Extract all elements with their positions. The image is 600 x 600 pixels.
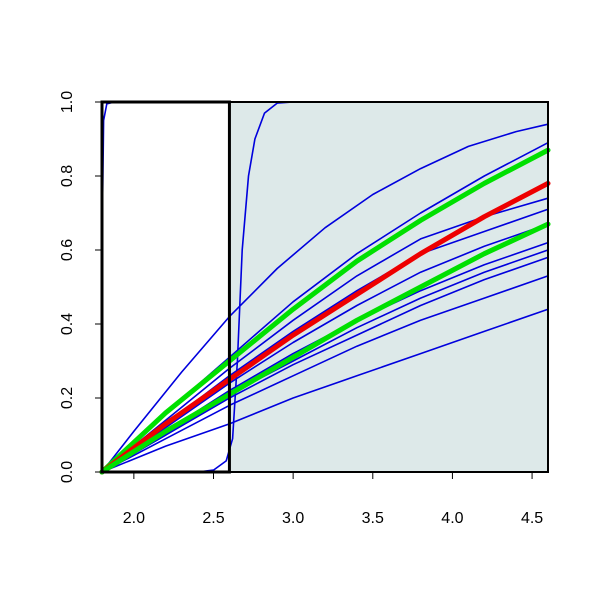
- series-line-1: [101, 101, 549, 473]
- y-tick-4: 0.8: [59, 165, 102, 187]
- y-tick-2: 0.4: [59, 313, 102, 335]
- y-tick-label: 0.4: [59, 313, 76, 335]
- x-tick-label: 4.5: [521, 510, 543, 527]
- x-tick-4: 4.0: [441, 472, 464, 527]
- y-tick-label: 0.8: [59, 165, 76, 187]
- x-tick-5: 4.5: [521, 472, 543, 527]
- x-tick-label: 3.5: [362, 510, 384, 527]
- x-tick-label: 2.5: [202, 510, 224, 527]
- series-line-6: [101, 223, 549, 473]
- y-tick-label: 0.2: [59, 387, 76, 409]
- x-tick-1: 2.5: [202, 472, 225, 527]
- y-tick-label: 0.0: [59, 461, 76, 483]
- x-tick-2: 3.0: [282, 472, 304, 527]
- y-tick-0: 0.0: [59, 461, 102, 483]
- x-tick-label: 3.0: [282, 510, 304, 527]
- series-line-12: [99, 147, 551, 475]
- x-tick-label: 2.0: [123, 510, 145, 527]
- x-tick-3: 3.5: [362, 472, 384, 527]
- y-tick-1: 0.2: [59, 387, 102, 409]
- x-tick-0: 2.0: [123, 472, 145, 527]
- series-line-11: [101, 308, 549, 473]
- y-axis: 0.0 0.2 0.4 0.6 0.8 1.0: [59, 91, 103, 483]
- y-tick-3: 0.6: [59, 239, 102, 261]
- x-axis: 2.0 2.5 3.0 3.5 4.0 4.5: [123, 471, 543, 527]
- series-line-10: [101, 275, 549, 473]
- series-layer: [99, 101, 551, 475]
- y-tick-5: 1.0: [59, 91, 102, 113]
- series-line-9: [101, 256, 549, 473]
- series-line-2: [101, 123, 549, 473]
- y-tick-label: 0.6: [59, 239, 76, 261]
- shaded-region: [229, 102, 548, 472]
- y-tick-label: 1.0: [59, 91, 76, 113]
- series-line-13: [99, 180, 551, 475]
- series-line-14: [99, 221, 551, 475]
- highlight-box: [100, 100, 231, 474]
- x-tick-label: 4.0: [441, 510, 463, 527]
